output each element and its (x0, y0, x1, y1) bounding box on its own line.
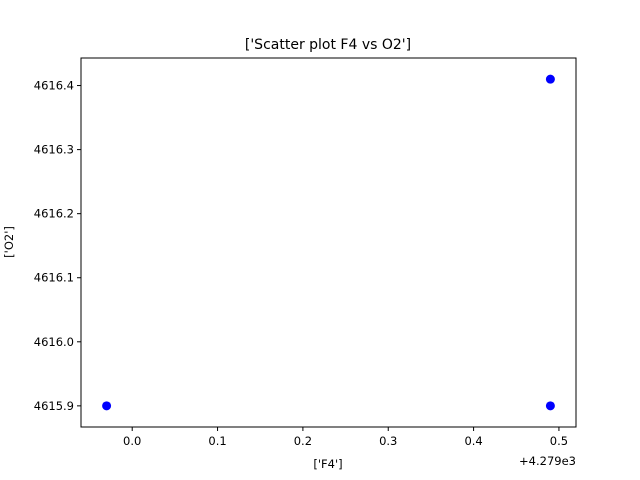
y-axis-ticks: 4615.9 4616.0 4616.1 4616.2 4616.3 4616.4 (34, 79, 81, 413)
y-tick-label: 4616.0 (34, 335, 74, 349)
x-axis-ticks: 0.0 0.1 0.2 0.3 0.4 0.5 (123, 427, 568, 448)
y-tick-label: 4616.2 (34, 207, 74, 221)
y-tick-label: 4616.4 (34, 79, 74, 93)
y-axis-label: ['O2'] (2, 226, 16, 258)
x-tick-label: 0.3 (379, 434, 397, 448)
scatter-point (545, 401, 555, 411)
scatter-point (102, 401, 112, 411)
y-tick-label: 4616.3 (34, 143, 74, 157)
x-axis-offset-label: +4.279e3 (519, 454, 576, 468)
scatter-point (545, 74, 555, 84)
y-tick-label: 4616.1 (34, 271, 74, 285)
y-tick-label: 4615.9 (34, 399, 74, 413)
x-tick-label: 0.4 (464, 434, 482, 448)
x-tick-label: 0.2 (294, 434, 312, 448)
chart-title: ['Scatter plot F4 vs O2'] (245, 37, 411, 53)
plot-area (102, 74, 555, 411)
x-tick-label: 0.0 (123, 434, 141, 448)
x-tick-label: 0.5 (550, 434, 568, 448)
x-tick-label: 0.1 (208, 434, 226, 448)
plot-frame (80, 57, 577, 428)
x-axis-label: ['F4'] (313, 457, 342, 471)
